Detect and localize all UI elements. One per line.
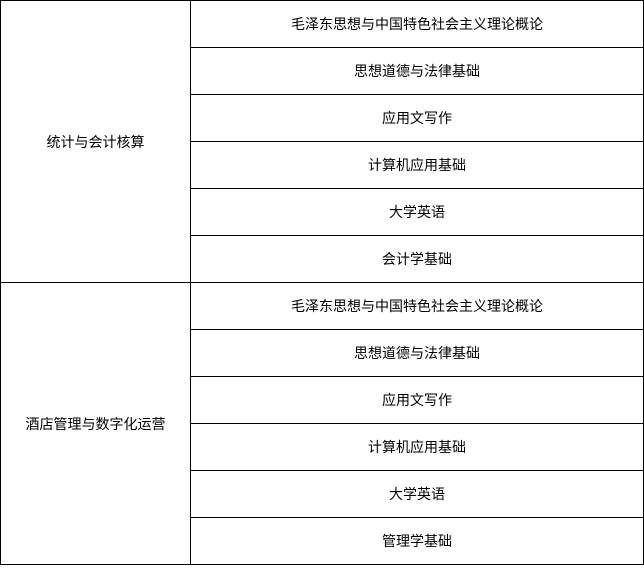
course-cell: 大学英语	[191, 471, 644, 518]
major-label: 统计与会计核算	[47, 134, 145, 150]
course-label: 计算机应用基础	[368, 439, 466, 455]
major-cell: 酒店管理与数字化运营	[1, 283, 191, 565]
course-label: 计算机应用基础	[368, 157, 466, 173]
course-label: 毛泽东思想与中国特色社会主义理论概论	[291, 16, 543, 32]
course-cell: 会计学基础	[191, 236, 644, 283]
major-label: 酒店管理与数字化运营	[26, 416, 166, 432]
course-cell: 毛泽东思想与中国特色社会主义理论概论	[191, 1, 644, 48]
course-cell: 计算机应用基础	[191, 142, 644, 189]
course-cell: 思想道德与法律基础	[191, 48, 644, 95]
course-label: 应用文写作	[382, 110, 452, 126]
course-cell: 管理学基础	[191, 518, 644, 565]
course-cell: 应用文写作	[191, 377, 644, 424]
course-label: 思想道德与法律基础	[354, 345, 480, 361]
course-cell: 大学英语	[191, 189, 644, 236]
table-row: 统计与会计核算 毛泽东思想与中国特色社会主义理论概论	[1, 1, 644, 48]
course-cell: 计算机应用基础	[191, 424, 644, 471]
course-label: 毛泽东思想与中国特色社会主义理论概论	[291, 298, 543, 314]
course-table-container: 统计与会计核算 毛泽东思想与中国特色社会主义理论概论 思想道德与法律基础 应用文…	[0, 0, 644, 565]
course-label: 思想道德与法律基础	[354, 63, 480, 79]
table-row: 酒店管理与数字化运营 毛泽东思想与中国特色社会主义理论概论	[1, 283, 644, 330]
course-label: 管理学基础	[382, 533, 452, 549]
course-cell: 思想道德与法律基础	[191, 330, 644, 377]
course-cell: 应用文写作	[191, 95, 644, 142]
course-label: 大学英语	[389, 204, 445, 220]
course-label: 应用文写作	[382, 392, 452, 408]
major-cell: 统计与会计核算	[1, 1, 191, 283]
course-cell: 毛泽东思想与中国特色社会主义理论概论	[191, 283, 644, 330]
course-label: 会计学基础	[382, 251, 452, 267]
course-label: 大学英语	[389, 486, 445, 502]
course-table: 统计与会计核算 毛泽东思想与中国特色社会主义理论概论 思想道德与法律基础 应用文…	[0, 0, 644, 565]
course-table-body: 统计与会计核算 毛泽东思想与中国特色社会主义理论概论 思想道德与法律基础 应用文…	[1, 1, 644, 565]
